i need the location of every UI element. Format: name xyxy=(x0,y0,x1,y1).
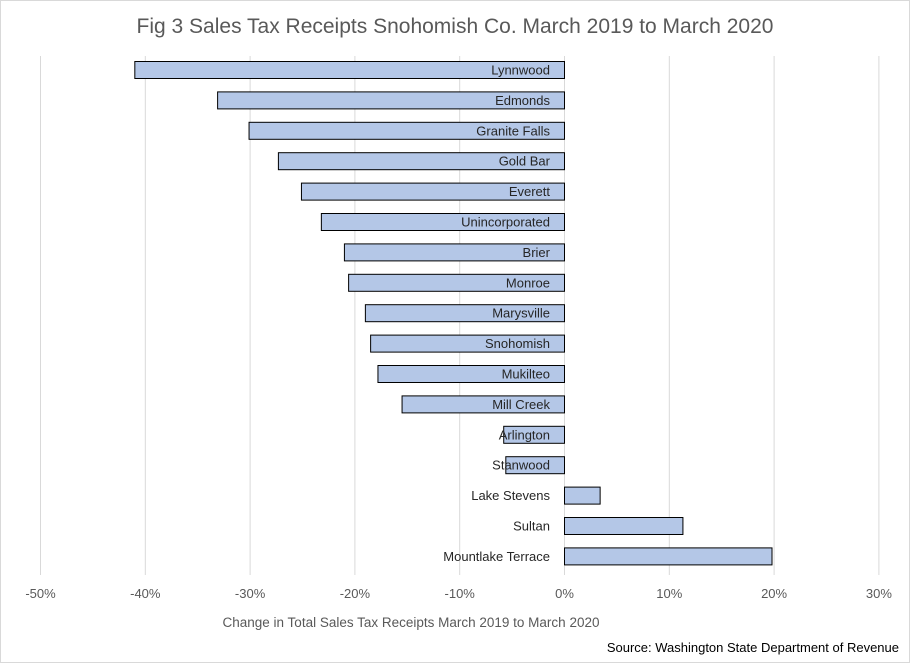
category-label: Lake Stevens xyxy=(471,488,550,503)
x-axis-ticks: -50% -40% -30% -20% -10% 0% 10% 20% 30% xyxy=(25,586,892,601)
category-label: Arlington xyxy=(499,427,550,442)
category-label: Sultan xyxy=(513,519,550,534)
bar xyxy=(505,456,566,475)
category-label: Marysville xyxy=(492,306,550,321)
bar xyxy=(364,304,565,323)
category-label: Unincorporated xyxy=(461,215,550,230)
bar xyxy=(217,91,565,110)
x-tick-label: -50% xyxy=(25,586,56,601)
bar xyxy=(248,121,565,140)
bar xyxy=(564,517,684,535)
category-label: Stanwood xyxy=(492,458,550,473)
bar xyxy=(377,365,565,383)
source-note: Source: Washington State Department of R… xyxy=(607,640,899,655)
x-tick-label: 10% xyxy=(656,586,682,601)
bars xyxy=(134,61,773,566)
category-label: Everett xyxy=(509,184,551,199)
category-label: Lynnwood xyxy=(491,63,550,78)
x-tick-label: -40% xyxy=(130,586,161,601)
category-label: Granite Falls xyxy=(476,123,550,138)
category-label: Monroe xyxy=(506,275,550,290)
x-tick-label: -30% xyxy=(235,586,266,601)
bar xyxy=(348,273,565,292)
x-tick-label: 30% xyxy=(866,586,892,601)
chart-title: Fig 3 Sales Tax Receipts Snohomish Co. M… xyxy=(137,15,774,38)
bar xyxy=(564,486,601,505)
category-label: Mountlake Terrace xyxy=(443,549,550,564)
x-tick-label: 20% xyxy=(761,586,787,601)
category-label: Snohomish xyxy=(485,336,550,351)
x-tick-label: 0% xyxy=(555,586,574,601)
category-label: Brier xyxy=(523,245,551,260)
bar xyxy=(370,334,565,353)
x-axis-label: Change in Total Sales Tax Receipts March… xyxy=(223,615,600,630)
category-label: Edmonds xyxy=(495,93,550,108)
bar xyxy=(277,152,565,171)
bar xyxy=(134,61,565,79)
x-tick-label: -20% xyxy=(340,586,371,601)
bar xyxy=(300,182,565,201)
bar xyxy=(401,395,565,414)
category-labels: Lynnwood Edmonds Granite Falls Gold Bar Ever… xyxy=(443,63,550,564)
bar xyxy=(503,425,566,444)
bar xyxy=(343,243,566,262)
category-label: Mill Creek xyxy=(492,397,550,412)
category-label: Gold Bar xyxy=(499,154,551,169)
bar xyxy=(320,213,566,231)
category-label: Mukilteo xyxy=(502,367,550,382)
bar xyxy=(564,547,773,566)
x-tick-label: -10% xyxy=(445,586,476,601)
